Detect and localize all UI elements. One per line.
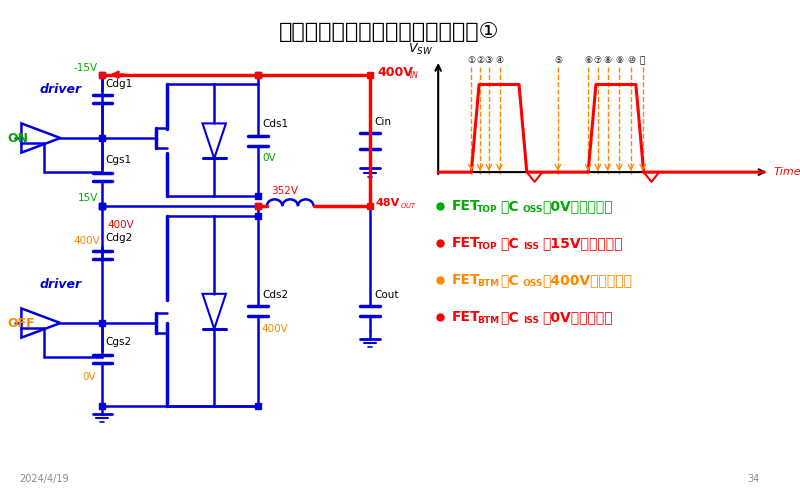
Text: FET: FET: [452, 236, 481, 250]
Text: 48V: 48V: [376, 198, 400, 208]
Text: ⑤: ⑤: [554, 56, 562, 65]
Text: TOP: TOP: [477, 242, 498, 251]
Text: OSS: OSS: [523, 205, 543, 214]
Text: ON: ON: [8, 132, 29, 144]
Text: 400V: 400V: [107, 220, 134, 230]
Text: 400V: 400V: [378, 66, 414, 80]
Text: FET: FET: [452, 199, 481, 213]
Text: 0V: 0V: [82, 372, 96, 382]
Text: Time: Time: [773, 167, 800, 177]
Text: OFF: OFF: [8, 316, 35, 330]
Text: Cgs2: Cgs2: [105, 338, 131, 347]
Text: -15V: -15V: [73, 63, 97, 73]
Text: FET: FET: [452, 273, 481, 287]
Text: Cds2: Cds2: [262, 290, 288, 300]
Text: 352V: 352V: [270, 186, 298, 196]
Text: ⑪: ⑪: [640, 56, 646, 65]
Text: Cdg2: Cdg2: [105, 233, 133, 243]
Text: のC: のC: [501, 199, 519, 213]
Text: ⑧: ⑧: [603, 56, 612, 65]
Text: のC: のC: [501, 273, 519, 287]
Text: ①: ①: [467, 56, 475, 65]
Text: driver: driver: [39, 278, 82, 290]
Text: OSS: OSS: [523, 279, 543, 288]
Text: 0V: 0V: [262, 154, 275, 164]
Text: BTM: BTM: [477, 316, 499, 325]
Text: のC: のC: [501, 236, 519, 250]
Text: $V_{SW}$: $V_{SW}$: [408, 42, 434, 57]
Text: ⑨: ⑨: [615, 56, 623, 65]
Text: のC: のC: [501, 310, 519, 324]
Text: Cds1: Cds1: [262, 120, 288, 130]
Text: $_{OUT}$: $_{OUT}$: [400, 201, 418, 211]
Text: ③: ③: [485, 56, 493, 65]
Text: BTM: BTM: [477, 279, 499, 288]
Text: ④: ④: [495, 56, 503, 65]
Text: は400V充電を維持: は400V充電を維持: [542, 273, 632, 287]
Text: ISS: ISS: [523, 316, 539, 325]
Text: は0V放電を維持: は0V放電を維持: [542, 310, 613, 324]
Text: TOP: TOP: [477, 205, 498, 214]
Text: Cgs1: Cgs1: [105, 156, 131, 166]
Text: は0V放電を維持: は0V放電を維持: [542, 199, 613, 213]
Text: $_{IN}$: $_{IN}$: [409, 70, 419, 82]
Text: ⑦: ⑦: [594, 56, 602, 65]
Text: 34: 34: [747, 474, 759, 484]
Text: 2024/4/19: 2024/4/19: [19, 474, 69, 484]
Text: ⑩: ⑩: [627, 56, 635, 65]
Text: ISS: ISS: [523, 242, 539, 251]
Text: driver: driver: [39, 83, 82, 96]
Text: Cin: Cin: [374, 118, 391, 128]
Text: ②: ②: [476, 56, 484, 65]
Text: FET: FET: [452, 310, 481, 324]
Text: 400V: 400V: [73, 236, 100, 246]
Text: 400V: 400V: [262, 324, 289, 334]
Text: Cdg1: Cdg1: [105, 80, 133, 90]
Text: Cout: Cout: [374, 290, 398, 300]
Text: は15V充電を維持: は15V充電を維持: [542, 236, 623, 250]
Text: 降圧回路における寄生成分の影響①: 降圧回路における寄生成分の影響①: [279, 22, 500, 42]
Text: ⑥: ⑥: [584, 56, 592, 65]
Text: 15V: 15V: [78, 194, 98, 203]
